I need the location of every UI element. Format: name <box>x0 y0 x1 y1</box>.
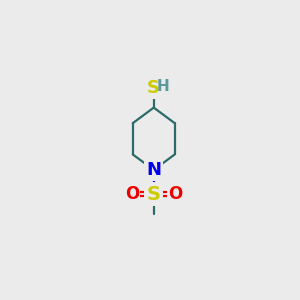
Text: N: N <box>146 161 161 179</box>
Text: O: O <box>125 185 139 203</box>
Text: S: S <box>147 79 160 97</box>
Text: H: H <box>156 79 169 94</box>
Text: S: S <box>147 185 161 204</box>
Text: O: O <box>169 185 183 203</box>
